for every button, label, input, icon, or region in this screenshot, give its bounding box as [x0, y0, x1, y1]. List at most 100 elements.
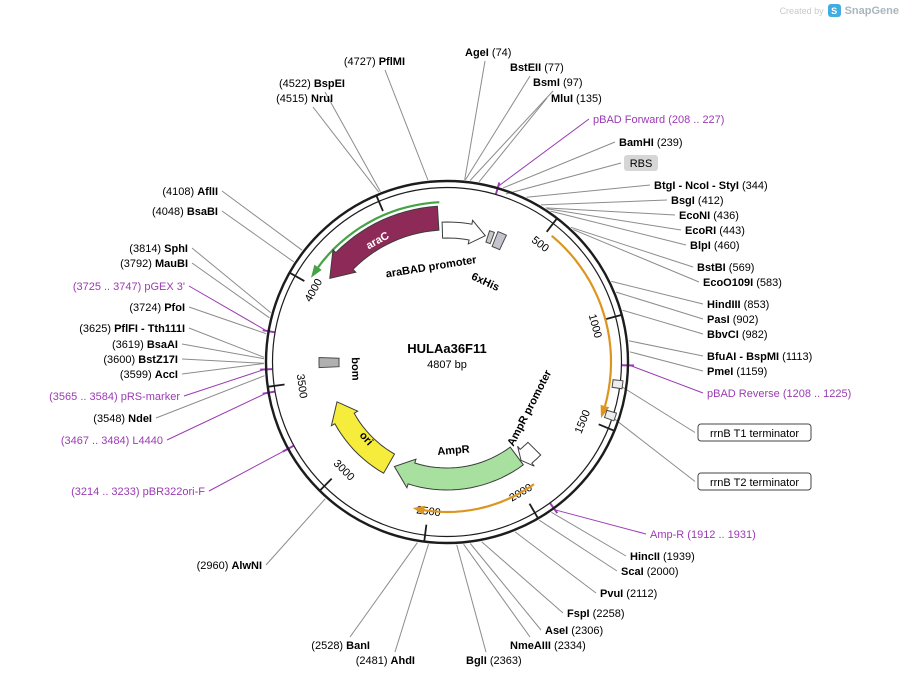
enzyme-label-hindiii[interactable]: HindIII (853): [707, 299, 769, 311]
feature-bom[interactable]: [318, 356, 340, 369]
enzyme-label-bsabi[interactable]: (4048) BsaBI: [152, 206, 218, 218]
leader-line-agei: [464, 60, 486, 180]
plasmid-title-block: HULAa36F11 4807 bp: [407, 341, 486, 371]
enzyme-label-ecori[interactable]: EcoRI (443): [685, 225, 745, 237]
enzyme-label-pfoi[interactable]: (3724) PfoI: [129, 302, 185, 314]
enzyme-label-ecoo109i[interactable]: EcoO109I (583): [703, 277, 782, 289]
enzyme-label-pasi[interactable]: PasI (902): [707, 314, 758, 326]
enzyme-label-nrui[interactable]: (4515) NruI: [276, 93, 333, 105]
tick-label-1000: 1000: [586, 313, 604, 340]
tick-mark-1500: [598, 423, 615, 432]
orf-arc-1[interactable]: [550, 234, 613, 407]
enzyme-label-bstbi[interactable]: BstBI (569): [697, 262, 754, 274]
leader-line-pfoi: [188, 306, 267, 335]
feature-label-arabad-promoter: araBAD promoter: [385, 254, 478, 280]
enzyme-label-pvui[interactable]: PvuI (2112): [600, 588, 657, 600]
leader-line-pbad-reverse: [629, 364, 704, 394]
orf-arrowhead-3: [311, 264, 322, 278]
leader-line-bsmi: [469, 90, 554, 181]
tick-mark-1000: [605, 313, 622, 321]
leader-line-acci: [181, 363, 265, 375]
rbs-label-pillrbs[interactable]: [624, 155, 658, 171]
tick-mark-3000: [319, 477, 333, 492]
enzyme-label-mlui[interactable]: MluI (135): [551, 93, 602, 105]
tick-mark-3500: [267, 383, 285, 388]
enzyme-label-aflii[interactable]: (4108) AflII: [162, 186, 218, 198]
feature-arabad-promoter[interactable]: [441, 219, 487, 245]
enzyme-label-fspi[interactable]: FspI (2258): [567, 608, 624, 620]
enzyme-label-bsaai[interactable]: (3619) BsaAI: [112, 339, 178, 351]
leader-line-bsaai: [181, 343, 265, 360]
enzyme-label-alwni[interactable]: (2960) AlwNI: [197, 560, 262, 572]
feature-6xhis[interactable]: [491, 230, 508, 251]
feature-rrnb-t1-terminator-feature[interactable]: [611, 379, 624, 390]
enzyme-label-sphi[interactable]: (3814) SphI: [129, 243, 188, 255]
created-by-text: Created by: [779, 5, 824, 16]
leader-line-pgex-3: [188, 285, 267, 332]
leader-line-bfuai-bspmi: [628, 340, 704, 357]
enzyme-label-maubi[interactable]: (3792) MauBI: [120, 258, 188, 270]
orf-arc-3[interactable]: [317, 201, 440, 268]
enzyme-label-bfuai-bspmi[interactable]: BfuAI - BspMI (1113): [707, 351, 812, 363]
leader-line-mlui: [478, 97, 548, 183]
enzyme-label-blpi[interactable]: BlpI (460): [690, 240, 740, 252]
enzyme-label-pflfi-tth111i[interactable]: (3625) PflFI - Tth111I: [79, 323, 185, 335]
leader-line-bbvci: [622, 309, 704, 335]
feature-ori[interactable]: [330, 401, 396, 474]
enzyme-label-acci[interactable]: (3599) AccI: [120, 369, 178, 381]
enzyme-label-pmei[interactable]: PmeI (1159): [707, 366, 767, 378]
enzyme-label-econi[interactable]: EcoNI (436): [679, 210, 739, 222]
enzyme-label-bspei[interactable]: (4522) BspEI: [279, 78, 345, 90]
enzyme-label-ndei[interactable]: (3548) NdeI: [93, 413, 152, 425]
orf-arc-2[interactable]: [424, 483, 535, 514]
enzyme-label-bamhi[interactable]: BamHI (239): [619, 137, 683, 149]
primer-label-l4440[interactable]: (3467 .. 3484) L4440: [61, 435, 163, 447]
feature-ampr[interactable]: [393, 446, 525, 491]
enzyme-label-bgli[interactable]: BglI (2363): [466, 655, 522, 667]
leader-line-rrnb-t1-terminator: [617, 383, 696, 433]
enzyme-label-btgi-ncoi-styi[interactable]: BtgI - NcoI - StyI (344): [654, 180, 768, 192]
leader-line-pbr322ori-f: [208, 449, 287, 492]
primer-label-pbad-forward[interactable]: pBAD Forward (208 .. 227): [593, 114, 724, 126]
enzyme-label-scai[interactable]: ScaI (2000): [621, 566, 679, 578]
leader-line-maubi: [191, 262, 270, 319]
feature-rbs-feature[interactable]: [485, 230, 496, 245]
enzyme-label-bsgi[interactable]: BsgI (412): [671, 195, 724, 207]
primer-label-amp-r[interactable]: Amp-R (1912 .. 1931): [650, 529, 756, 541]
primer-label-pbr322ori-f[interactable]: (3214 .. 3233) pBR322ori-F: [71, 486, 205, 498]
backbone-outer-circle: [264, 179, 630, 545]
enzyme-label-agei[interactable]: AgeI (74): [465, 47, 511, 59]
leader-line-aflii: [221, 190, 303, 251]
primer-label-pbad-reverse[interactable]: pBAD Reverse (1208 .. 1225): [707, 388, 851, 400]
leader-line-bani: [349, 542, 418, 638]
leader-line-alwni: [265, 498, 326, 566]
snapgene-logo-icon: S: [827, 4, 841, 17]
enzyme-label-bsmi[interactable]: BsmI (97): [533, 77, 583, 89]
leader-line-ecori: [547, 208, 682, 231]
enzyme-label-bbvci[interactable]: BbvCI (982): [707, 329, 768, 341]
leader-line-blpi: [550, 210, 687, 246]
leader-line-bamhi: [503, 141, 616, 189]
enzyme-label-ahdi[interactable]: (2481) AhdI: [356, 655, 415, 667]
leader-line-hincii: [551, 511, 627, 557]
leader-line-econi: [545, 207, 676, 216]
primer-label-pgex-3[interactable]: (3725 .. 3747) pGEX 3': [73, 281, 185, 293]
feature-ampr-promoter[interactable]: [517, 441, 542, 467]
leader-line-rbs: [505, 162, 622, 195]
feature-arac[interactable]: [329, 205, 440, 279]
enzyme-label-bstz17i[interactable]: (3600) BstZ17I: [103, 354, 178, 366]
leader-line-sphi: [191, 247, 272, 314]
enzyme-label-hincii[interactable]: HincII (1939): [630, 551, 695, 563]
primer-label-prs-marker[interactable]: (3565 .. 3584) pRS-marker: [49, 391, 180, 403]
enzyme-label-bsteii[interactable]: BstEII (77): [510, 62, 564, 74]
enzyme-label-bani[interactable]: (2528) BanI: [311, 640, 370, 652]
enzyme-label-nmeaiii[interactable]: NmeAIII (2334): [510, 640, 586, 652]
enzyme-label-asei[interactable]: AseI (2306): [545, 625, 603, 637]
enzyme-label-pflmi[interactable]: (4727) PflMI: [344, 56, 405, 68]
tick-label-1500: 1500: [573, 408, 593, 435]
terminator-label-box-rrnb-t2-terminator[interactable]: [697, 472, 812, 491]
leader-line-amp-r: [554, 509, 647, 535]
feature-rrnb-t2-terminator-feature[interactable]: [603, 409, 618, 422]
terminator-label-box-rrnb-t1-terminator[interactable]: [697, 423, 812, 442]
